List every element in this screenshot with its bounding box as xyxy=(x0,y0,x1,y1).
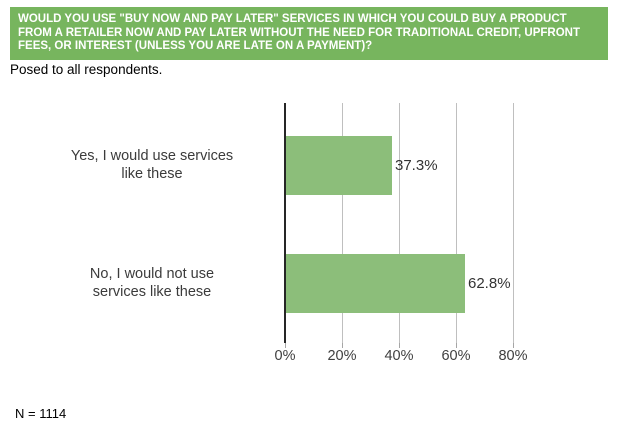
axis-tick xyxy=(285,343,286,348)
gridline-20 xyxy=(342,103,343,343)
axis-tick xyxy=(513,343,514,348)
bar-yes xyxy=(286,136,392,195)
x-tick-label-20: 20% xyxy=(327,348,357,364)
axis-tick xyxy=(399,343,400,348)
bar-row: 37.3% xyxy=(286,136,438,195)
axis-tick xyxy=(456,343,457,348)
x-tick-label-0: 0% xyxy=(274,348,296,364)
sample-size-note: N = 1114 xyxy=(15,406,67,421)
chart-subtitle: Posed to all respondents. xyxy=(10,62,163,77)
question-banner: WOULD YOU USE "BUY NOW AND PAY LATER" SE… xyxy=(10,7,608,60)
bar-value-no: 62.8% xyxy=(468,275,511,292)
category-label-no: No, I would not use services like these xyxy=(89,266,215,300)
y-axis-line xyxy=(284,103,286,343)
category-label-yes: Yes, I would use services like these xyxy=(70,148,234,182)
x-tick-label-40: 40% xyxy=(384,348,414,364)
gridline-80 xyxy=(513,103,514,343)
axis-tick xyxy=(342,343,343,348)
gridline-60 xyxy=(456,103,457,343)
x-tick-label-60: 60% xyxy=(441,348,471,364)
bar-no xyxy=(286,254,465,313)
x-tick-label-80: 80% xyxy=(498,348,528,364)
bar-value-yes: 37.3% xyxy=(395,157,438,174)
bar-row: 62.8% xyxy=(286,254,511,313)
gridline-40 xyxy=(399,103,400,343)
